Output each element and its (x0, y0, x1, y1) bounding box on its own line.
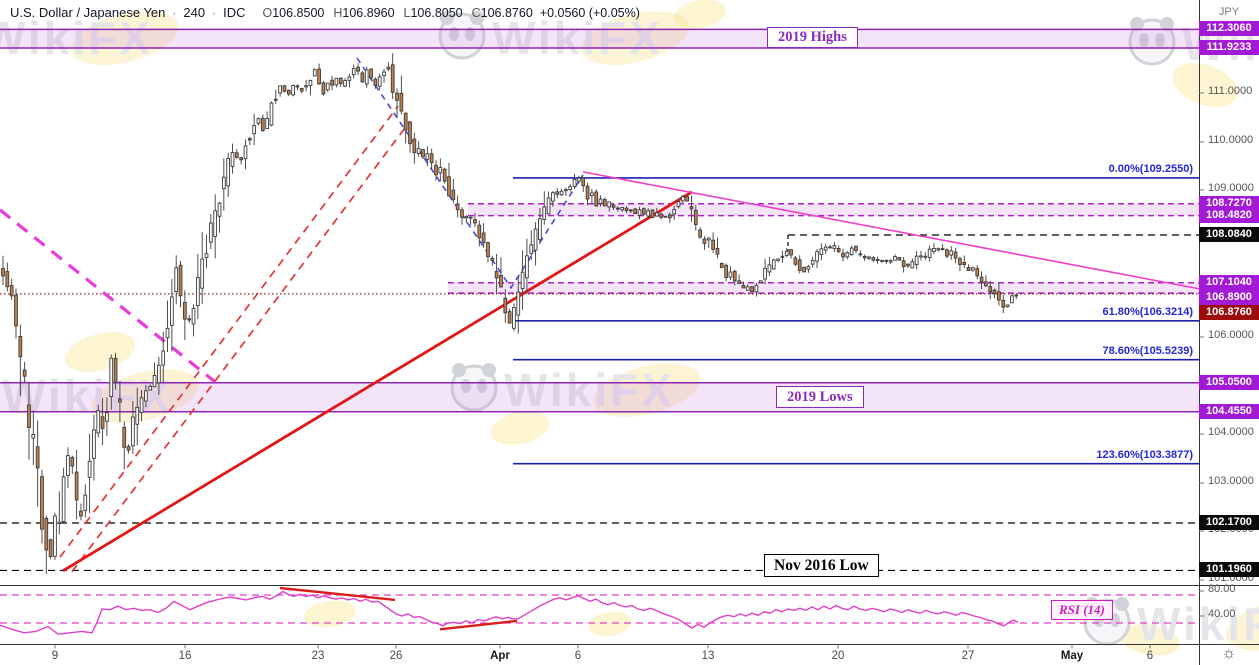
currency-label: JPY (1218, 6, 1240, 18)
time-axis-label: 6 (1146, 650, 1154, 662)
annotation-2019-highs[interactable]: 2019 Highs (767, 27, 858, 48)
time-axis-label: May (1060, 650, 1084, 662)
watermark-logo: WikiFX (0, 11, 179, 65)
trendline-downtrend-magenta-dashed[interactable] (0, 208, 216, 384)
panda-icon (438, 12, 486, 60)
band-support-107-1[interactable] (448, 281, 1199, 294)
symbol-name[interactable]: U.S. Dollar / Japanese Yen (10, 5, 166, 20)
time-axis-label: 27 (961, 650, 975, 662)
price-axis[interactable]: JPY 112.3060 111.9233 111.0000 110.0000 109.… (1199, 0, 1259, 665)
time-axis-label: Apr (490, 650, 510, 662)
exchange-name: IDC (223, 5, 246, 20)
sun-settings-icon[interactable]: ☼ (1221, 645, 1237, 662)
price-axis-label: 104.0000 (1208, 426, 1254, 438)
price-axis-label: 111.0000 (1208, 85, 1253, 97)
watermark-yellow-blob (490, 411, 550, 445)
trendline-channel-red-dashed-a[interactable] (59, 105, 399, 558)
watermark-text: WikiFX (492, 12, 663, 64)
price-axis-label: 103.0000 (1208, 475, 1254, 487)
watermark-logo: WikiFX (450, 363, 701, 417)
rsi-red-line-upper[interactable] (279, 586, 396, 602)
watermark-text: WikiFX (0, 12, 153, 64)
band-resistance-108-7[interactable] (468, 202, 1199, 217)
watermark-yellow-blob (64, 332, 136, 372)
fib-label[interactable]: 0.00%(109.2550) (1108, 162, 1193, 175)
separator-dot: · (172, 6, 177, 20)
watermark-yellow-blob (674, 0, 726, 29)
price-badge[interactable]: 112.3060 (1199, 21, 1259, 36)
candlestick-series (1, 53, 1019, 575)
low-value: L106.8050 (403, 6, 463, 20)
time-axis-label: 13 (701, 650, 715, 662)
price-badge: 108.0840 (1199, 227, 1259, 242)
price-badge[interactable]: 108.4820 (1199, 208, 1259, 223)
band-2019-highs[interactable] (0, 28, 1199, 49)
annotation-2019-lows[interactable]: 2019 Lows (776, 386, 864, 408)
price-badge[interactable]: 111.9233 (1199, 40, 1259, 55)
band-2019-lows[interactable] (0, 382, 1199, 413)
ohlc-readout: O106.8500 H106.8960 L106.8050 C106.8760 (262, 6, 532, 20)
rsi-pane (0, 586, 1199, 635)
watermark-yellow-blob (588, 611, 632, 637)
annotation-rsi-label[interactable]: RSI (14) (1051, 600, 1113, 620)
time-axis-label: 23 (311, 650, 325, 662)
price-axis-label: 106.0000 (1208, 329, 1254, 341)
separator-dot: · (212, 6, 217, 20)
price-badge[interactable]: 105.0500 (1199, 375, 1259, 390)
watermark-text: WikiFX (1137, 598, 1259, 650)
time-axis-label: 6 (574, 650, 582, 662)
price-badge: 101.1960 (1199, 562, 1259, 577)
interval-value[interactable]: 240 (183, 5, 206, 20)
title-bar: U.S. Dollar / Japanese Yen · 240 · IDC O… (10, 5, 640, 20)
close-value: C106.8760 (471, 6, 533, 20)
watermark-yellow-blob (304, 600, 356, 628)
time-axis-label: 26 (389, 650, 403, 662)
high-value: H106.8960 (333, 6, 395, 20)
panda-icon (450, 364, 498, 412)
fib-label[interactable]: 123.60%(103.3877) (1096, 448, 1193, 461)
price-axis-label: 110.0000 (1208, 134, 1254, 146)
price-badge[interactable]: 107.1040 (1199, 275, 1259, 290)
watermark-yellow-blob (1172, 62, 1238, 108)
trendline-uptrend-red-solid[interactable] (62, 190, 693, 572)
price-axis-label: 80.00 (1208, 583, 1236, 595)
change-value: +0.0560 (+0.05%) (539, 6, 640, 20)
price-axis-label: 40.00 (1208, 608, 1236, 620)
trendline-channel-red-dashed-b[interactable] (71, 120, 411, 573)
trendline-downtrend-magenta-solid[interactable] (582, 171, 1199, 290)
time-axis-label: 16 (178, 650, 192, 662)
annotation-nov-2016-low[interactable]: Nov 2016 Low (764, 554, 879, 577)
watermark-text: WikiFX (504, 364, 675, 416)
watermark-logo: WikiFX (438, 11, 689, 65)
price-badge[interactable]: 106.8900 (1199, 290, 1259, 305)
price-badge[interactable]: 104.4550 (1199, 404, 1259, 419)
watermark-yellow-blob (1120, 624, 1180, 656)
time-axis-label: 9 (51, 650, 59, 662)
price-badge: 106.8760 (1199, 305, 1259, 320)
rsi-red-line-lower[interactable] (439, 619, 518, 631)
time-axis-label: 20 (831, 650, 845, 662)
price-badge: 102.1700 (1199, 515, 1259, 530)
price-badge[interactable]: 108.7270 (1199, 196, 1259, 211)
panda-icon (1128, 18, 1176, 66)
fib-label[interactable]: 61.80%(106.3214) (1102, 305, 1193, 318)
fib-label[interactable]: 78.60%(105.5239) (1102, 344, 1193, 357)
price-axis-label: 109.0000 (1208, 182, 1254, 194)
rsi-line[interactable] (0, 590, 1019, 635)
open-value: O106.8500 (262, 6, 325, 20)
